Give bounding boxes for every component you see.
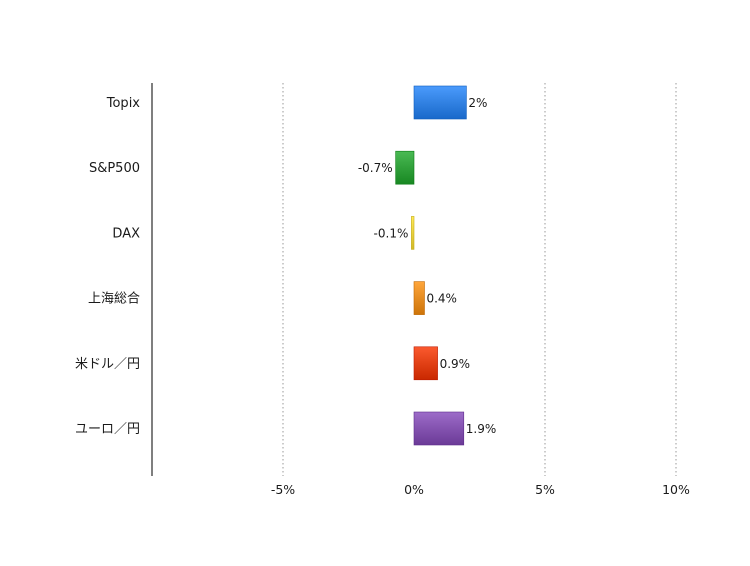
category-label: 米ドル／円 (75, 357, 140, 372)
value-label: -0.7% (358, 161, 393, 175)
bar-3 (413, 281, 425, 315)
category-label: DAX (112, 226, 140, 241)
value-label: 0.4% (426, 292, 457, 306)
bar-5 (413, 411, 465, 446)
category-label: S&P500 (89, 161, 140, 176)
label-layer: -5% 0% 5% 10% Topix 2% S&P500 -0.7% DAX -0.1% 上海総合… (75, 96, 690, 497)
value-label: 0.9% (440, 357, 471, 371)
bar-4 (413, 346, 438, 381)
value-label: 1.9% (466, 422, 497, 436)
value-label: 2% (468, 96, 487, 110)
bar-layer (395, 85, 467, 446)
bar-0 (413, 85, 467, 120)
grid-layer (282, 83, 677, 476)
value-label: -0.1% (374, 226, 409, 240)
x-tick-label: -5% (271, 482, 295, 497)
category-label: ユーロ／円 (75, 422, 140, 437)
category-label: Topix (106, 96, 141, 111)
x-tick-label: 10% (662, 482, 690, 497)
category-label: 上海総合 (88, 292, 140, 307)
bar-2 (411, 216, 415, 250)
x-tick-label: 0% (404, 482, 424, 497)
bar-1 (395, 150, 415, 185)
x-tick-label: 5% (535, 482, 555, 497)
